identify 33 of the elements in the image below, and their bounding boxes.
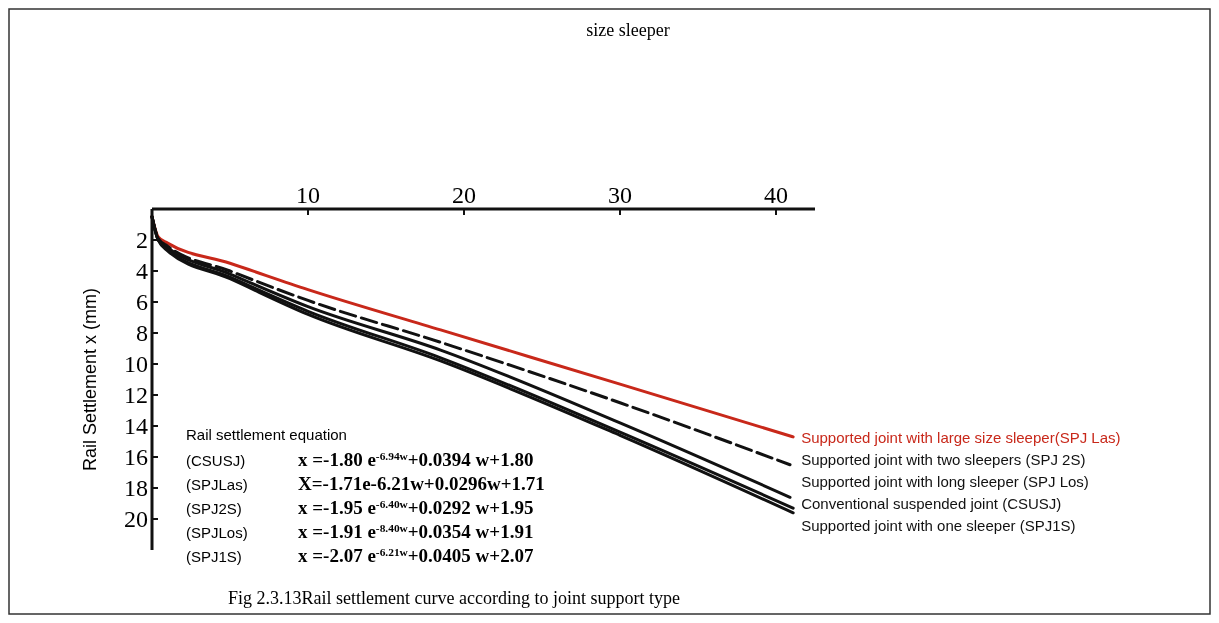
y-tick-label: 6 xyxy=(136,289,148,316)
series-label: Supported joint with large size sleeper(SPJ Las) xyxy=(801,428,1121,446)
y-tick-label: 16 xyxy=(124,444,148,471)
y-tick-label: 20 xyxy=(124,506,148,533)
chart-title: size sleeper xyxy=(586,20,670,40)
annotation: (SPJLas) xyxy=(186,476,248,493)
y-tick-label: 2 xyxy=(136,227,148,254)
x-tick-label: 10 xyxy=(296,182,320,208)
annotation: x =-2.07 e$^{-6.21w}$+0.0405 w+2.07 xyxy=(298,545,534,566)
y-tick-label: 4 xyxy=(136,258,148,285)
y-tick-label: 18 xyxy=(124,475,148,502)
caption: Fig 2.3.13Rail settlement curve according to joint support type xyxy=(228,588,680,608)
annotation: x =-1.80 e$^{-6.94w}$+0.0394 w+1.80 xyxy=(298,449,534,470)
annotation: Rail settlement equation xyxy=(186,426,347,443)
series-label: Supported joint with two sleepers (SPJ 2S) xyxy=(801,450,1086,468)
annotation: X=-1.71e-6.21w+0.0296w+1.71 xyxy=(298,473,545,494)
y-tick-label: 10 xyxy=(124,351,148,378)
y-tick-label: 12 xyxy=(124,382,148,409)
y-axis-title: Rail Settlement x (mm) xyxy=(80,287,100,472)
x-tick-label: 30 xyxy=(608,182,632,208)
series-label: Conventional suspended joint (CSUSJ) xyxy=(801,494,1062,512)
series-label: Supported joint with long sleeper (SPJ Los) xyxy=(801,472,1089,490)
annotation: (CSUSJ) xyxy=(186,452,246,469)
series-label: Supported joint with one sleeper (SPJ1S) xyxy=(801,516,1076,534)
y-tick-label: 8 xyxy=(136,320,148,347)
annotation: (SPJ2S) xyxy=(186,500,242,517)
annotation: (SPJ1S) xyxy=(186,548,242,565)
x-tick-label: 20 xyxy=(452,182,476,208)
annotation: x =-1.95 e$^{-6.40w}$+0.0292 w+1.95 xyxy=(298,497,534,518)
y-tick-label: 14 xyxy=(124,413,148,440)
annotation: x =-1.91 e$^{-8.40w}$+0.0354 w+1.91 xyxy=(298,521,534,542)
annotation: (SPJLos) xyxy=(186,524,248,541)
x-tick-label: 40 xyxy=(764,182,788,208)
